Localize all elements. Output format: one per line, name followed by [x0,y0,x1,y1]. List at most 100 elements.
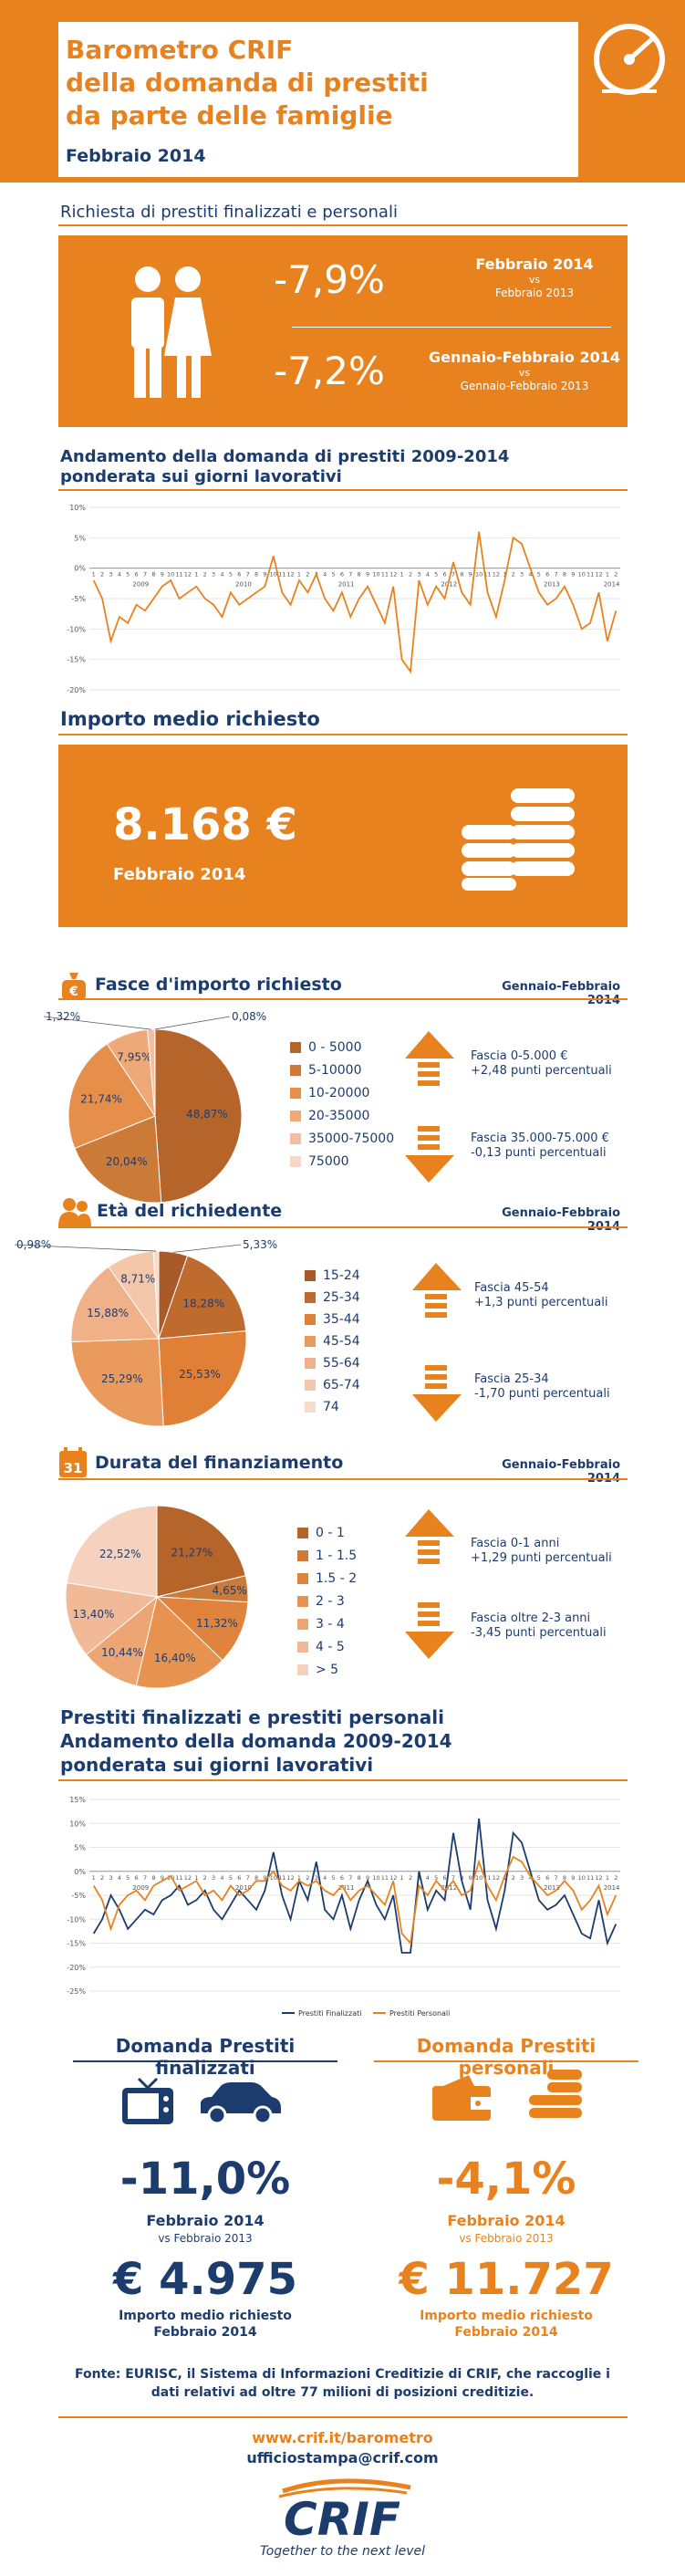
year-label: 2010 [235,581,252,589]
footer-url[interactable]: www.crif.it/barometro [252,2429,433,2446]
domanda-fin-amount-label-2: Febbraio 2014 [153,2325,257,2340]
header-title-line1: Barometro CRIF [66,35,294,65]
y-tick-label: -20% [67,1964,86,1972]
y-tick-label: -5% [71,1892,86,1900]
x-tick-label: 5 [434,571,438,579]
legend-label: 10-20000 [308,1086,370,1100]
pie-slice [65,1581,159,1656]
legend-item: 0 - 5000 [290,1040,362,1055]
pie-data-label: 8,71% [120,1273,155,1286]
year-label: 2014 [604,1884,620,1892]
domanda-fin-amount: € 4.975 [113,2254,297,2305]
y-tick-label: -5% [71,595,86,603]
x-tick-label: 1 [194,1874,198,1882]
legend-label: 0 - 1 [316,1526,345,1540]
legend-label: 65-74 [323,1378,360,1392]
x-tick-label: 8 [358,571,361,579]
arrow-down-icon [405,1602,454,1659]
leader-line [154,1016,231,1030]
fasce-period: Gennaio-Febbraio 2014 [502,980,620,1007]
x-tick-label: 7 [143,571,147,579]
year-label: 2010 [235,1884,252,1892]
legend-swatch [305,1270,316,1281]
durata-note-down-line1: Fascia oltre 2-3 anni [471,1611,591,1625]
x-tick-label: 4 [323,571,327,579]
x-tick-label: 9 [263,1874,266,1882]
x-tick-label: 7 [451,1874,455,1882]
x-tick-label: 12 [286,571,294,579]
pie-slice [154,1028,243,1204]
x-tick-label: 6 [237,571,241,579]
x-tick-label: 4 [118,1874,121,1882]
x-tick-label: 6 [545,571,549,579]
arrow-down-icon [412,1365,462,1422]
y-tick-label: 5% [74,534,86,542]
x-tick-label: 4 [323,1874,327,1882]
legend-label: 25-34 [323,1290,360,1305]
legend-swatch [297,1596,308,1607]
year-label: 2013 [544,581,560,589]
arrow-up-icon [405,1031,454,1086]
x-tick-label: 7 [143,1874,147,1882]
pie-data-label: 10,44% [101,1646,143,1659]
legend-item: 1.5 - 2 [297,1571,357,1586]
legend-swatch [305,1314,316,1325]
legend-swatch [305,1358,316,1369]
x-tick-label: 12 [286,1874,294,1882]
x-tick-label: 10 [578,1874,586,1882]
legend-label: Prestiti Finalizzati [298,2009,361,2018]
richiesta-value-1: -7,9% [274,257,385,302]
y-tick-label: -15% [67,656,86,664]
legend-item: 35000-75000 [290,1132,394,1146]
arrow-up-icon [405,1509,454,1564]
x-tick-label: 5 [229,571,233,579]
pie-chart-fasce: 48,87% 20,04% 21,74% 7,95% 1,32% 0,08% [43,1010,266,1204]
legend-swatch [297,1573,308,1584]
legend-swatch [305,1402,316,1413]
domanda-fin-rule [73,2060,337,2062]
x-tick-label: 8 [358,1874,361,1882]
legend-label: Prestiti Personali [389,2009,450,2018]
legend-swatch [290,1156,301,1167]
durata-note-up-line1: Fascia 0-1 anni [471,1537,560,1550]
fasce-note-up-line1: Fascia 0-5.000 € [471,1049,568,1063]
domanda-fin-amount-label-1: Importo medio richiesto [119,2309,292,2323]
richiesta-rule [58,224,628,226]
x-tick-label: 6 [340,571,344,579]
line-chart-andamento-2: 15%10%5%0%-5%-10%-15%-20%-25%1 2 3 4 5 6 7 8 9 10… [67,1796,620,2018]
legend-label: > 5 [316,1663,339,1677]
x-tick-label: 1 [92,571,96,579]
header-title-line3: da parte delle famiglie [66,100,393,130]
legend-swatch [297,1528,308,1538]
header-white-box [58,22,578,177]
x-tick-label: 12 [184,571,192,579]
legend-item: 75000 [290,1154,349,1169]
footer-email[interactable]: ufficiostampa@crif.com [246,2449,439,2466]
durata-note-down-line2: -3,45 punti percentuali [471,1626,607,1640]
importo-date: Febbraio 2014 [113,865,246,884]
domanda-fin-title: Domanda Prestiti finalizzati [115,2035,296,2079]
x-tick-label: 10 [167,571,174,579]
x-tick-label: 7 [555,1874,558,1882]
x-tick-label: 2 [203,571,207,579]
fasce-rule [58,998,628,1000]
x-tick-label: 7 [555,571,558,579]
footer-rule [58,2416,628,2418]
legend-label: 1 - 1.5 [316,1549,358,1563]
x-tick-label: 2 [100,1874,104,1882]
pie-data-label: 25,29% [101,1372,143,1385]
y-tick-label: 10% [69,504,86,512]
x-tick-label: 2 [409,571,412,579]
domanda-pers-value: -4,1% [436,2154,576,2205]
leader-line [14,1244,157,1252]
x-tick-label: 11 [175,571,182,579]
x-tick-label: 8 [254,1874,258,1882]
richiesta-period-1b: Febbraio 2013 [494,287,575,299]
x-tick-label: 5 [126,571,130,579]
pie-data-label: 20,04% [106,1155,148,1168]
year-label: 2013 [544,1884,560,1892]
x-tick-label: 6 [442,1874,446,1882]
pie-slice [135,1596,223,1689]
x-tick-label: 8 [460,571,463,579]
x-tick-label: 6 [135,571,139,579]
